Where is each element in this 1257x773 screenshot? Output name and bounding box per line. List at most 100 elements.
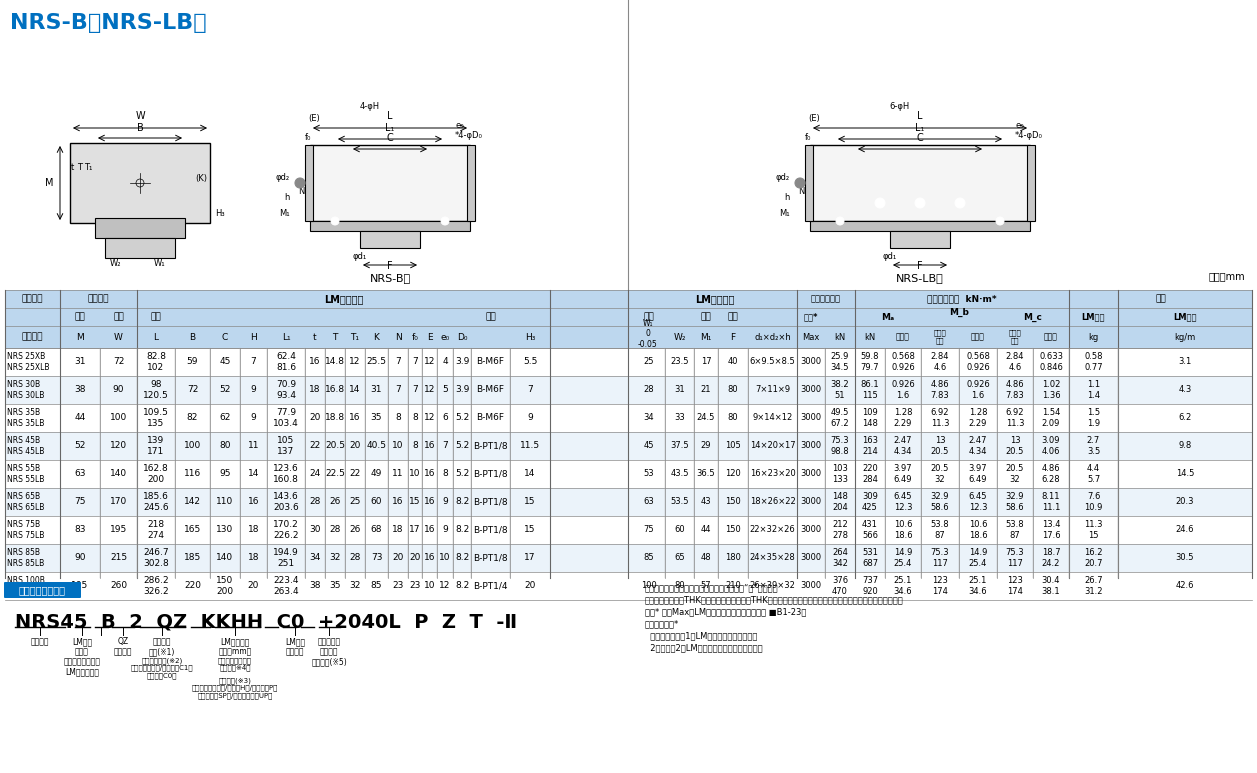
Text: 3000: 3000 xyxy=(801,553,822,563)
FancyBboxPatch shape xyxy=(360,231,420,248)
Text: 孔距: 孔距 xyxy=(728,312,738,322)
Text: 16: 16 xyxy=(349,414,361,423)
Text: 20: 20 xyxy=(349,441,361,451)
Text: 0.58
0.77: 0.58 0.77 xyxy=(1085,352,1102,372)
Text: 4.86
7.83: 4.86 7.83 xyxy=(930,380,949,400)
Text: 4.3: 4.3 xyxy=(1178,386,1192,394)
Text: 43: 43 xyxy=(700,498,711,506)
Text: 180: 180 xyxy=(725,553,740,563)
Text: 3000: 3000 xyxy=(801,386,822,394)
Text: 116: 116 xyxy=(184,469,201,478)
Text: 12: 12 xyxy=(424,414,435,423)
Text: 宽度: 宽度 xyxy=(644,312,654,322)
Text: 14.8: 14.8 xyxy=(326,357,344,366)
Circle shape xyxy=(996,217,1004,225)
Text: 72: 72 xyxy=(187,386,199,394)
Text: 10: 10 xyxy=(410,469,421,478)
Text: 286.2
326.2: 286.2 326.2 xyxy=(143,577,168,596)
Text: 1.54
2.09: 1.54 2.09 xyxy=(1042,408,1060,427)
FancyBboxPatch shape xyxy=(310,221,470,231)
Text: NRS 55B
NRS 55LB: NRS 55B NRS 55LB xyxy=(8,465,44,484)
Text: 18.8: 18.8 xyxy=(326,414,346,423)
Text: 52: 52 xyxy=(219,386,231,394)
Text: B-M6F: B-M6F xyxy=(476,357,504,366)
Text: 9: 9 xyxy=(527,414,533,423)
Text: f₀: f₀ xyxy=(804,134,811,142)
Text: 23: 23 xyxy=(392,581,403,591)
Text: 142: 142 xyxy=(184,498,201,506)
FancyBboxPatch shape xyxy=(5,544,1252,572)
Text: 20: 20 xyxy=(392,553,403,563)
Text: 60: 60 xyxy=(371,498,382,506)
Text: T: T xyxy=(332,332,338,342)
Text: 20.3: 20.3 xyxy=(1175,498,1194,506)
Text: 80: 80 xyxy=(728,386,738,394)
Text: 4-φH: 4-φH xyxy=(360,102,380,111)
Text: NRS-B型: NRS-B型 xyxy=(370,273,411,283)
Text: 95: 95 xyxy=(219,469,231,478)
Text: 9.8: 9.8 xyxy=(1178,441,1192,451)
Text: 14: 14 xyxy=(524,469,535,478)
Text: 35: 35 xyxy=(329,581,341,591)
Text: 油嘴: 油嘴 xyxy=(485,312,495,322)
Text: 7: 7 xyxy=(250,357,256,366)
Text: 195: 195 xyxy=(109,526,127,534)
Text: 3.9: 3.9 xyxy=(455,357,469,366)
Text: 6×9.5×8.5: 6×9.5×8.5 xyxy=(749,357,796,366)
Text: 38: 38 xyxy=(74,386,85,394)
Text: 70.9
93.4: 70.9 93.4 xyxy=(277,380,297,400)
Text: 45: 45 xyxy=(644,441,654,451)
Text: 宽度: 宽度 xyxy=(113,312,124,322)
Text: F: F xyxy=(387,261,392,271)
Text: D₀: D₀ xyxy=(456,332,468,342)
Text: 4.86
7.83: 4.86 7.83 xyxy=(1006,380,1024,400)
Text: 31: 31 xyxy=(74,357,85,366)
Text: 185: 185 xyxy=(184,553,201,563)
Text: 3.97
6.49: 3.97 6.49 xyxy=(969,465,987,484)
Text: 24: 24 xyxy=(309,469,321,478)
Text: 49: 49 xyxy=(371,469,382,478)
Text: 6.92
11.3: 6.92 11.3 xyxy=(1006,408,1024,427)
Text: 此外，如果要安装THK公司实心滑块的，将由THK公司安装作业。除安装滑块之外，请勿使用侧面専用安装孔。: 此外，如果要安装THK公司实心滑块的，将由THK公司安装作业。除安装滑块之外，请… xyxy=(645,595,904,604)
Text: 16: 16 xyxy=(424,498,435,506)
Text: 5.2: 5.2 xyxy=(455,414,469,423)
Text: NRS 65B
NRS 65LB: NRS 65B NRS 65LB xyxy=(8,492,44,512)
Text: 0.926
1.6: 0.926 1.6 xyxy=(891,380,915,400)
Text: *4-φD₀: *4-φD₀ xyxy=(1014,131,1043,139)
Text: 3000: 3000 xyxy=(801,469,822,478)
Text: 44: 44 xyxy=(700,526,711,534)
Text: 公称型号: 公称型号 xyxy=(21,332,43,342)
Text: (E): (E) xyxy=(308,114,319,122)
Text: B-PT1/8: B-PT1/8 xyxy=(473,469,508,478)
Text: N: N xyxy=(298,186,304,196)
Text: 212
278: 212 278 xyxy=(832,520,848,540)
Text: 376
470: 376 470 xyxy=(832,577,848,596)
Text: 14.9
25.4: 14.9 25.4 xyxy=(969,548,987,567)
Text: kg: kg xyxy=(1089,332,1099,342)
Text: 20.5
32: 20.5 32 xyxy=(931,465,949,484)
Text: 8.11
11.1: 8.11 11.1 xyxy=(1042,492,1060,512)
Text: 12: 12 xyxy=(349,357,361,366)
Text: 16: 16 xyxy=(424,553,435,563)
Circle shape xyxy=(794,178,804,188)
Text: 48: 48 xyxy=(700,553,711,563)
Text: 8.2: 8.2 xyxy=(455,526,469,534)
Text: 223.4
263.4: 223.4 263.4 xyxy=(273,577,299,596)
Text: 16.8: 16.8 xyxy=(326,386,346,394)
Text: 22×32×26: 22×32×26 xyxy=(749,526,796,534)
FancyBboxPatch shape xyxy=(5,516,1252,544)
Text: 68: 68 xyxy=(371,526,382,534)
Text: M: M xyxy=(77,332,84,342)
Text: 32.9
58.6: 32.9 58.6 xyxy=(1006,492,1024,512)
Text: 143.6
203.6: 143.6 203.6 xyxy=(273,492,299,512)
Text: L₁: L₁ xyxy=(282,332,290,342)
Text: 42.6: 42.6 xyxy=(1175,581,1194,591)
Text: 基本额定载荷: 基本额定载荷 xyxy=(811,295,841,304)
Text: 3000: 3000 xyxy=(801,526,822,534)
Text: 18: 18 xyxy=(248,526,259,534)
Text: 7: 7 xyxy=(442,441,447,451)
Text: 10: 10 xyxy=(392,441,403,451)
Text: 28: 28 xyxy=(644,386,654,394)
Text: 32: 32 xyxy=(329,553,341,563)
Text: 120: 120 xyxy=(725,469,740,478)
